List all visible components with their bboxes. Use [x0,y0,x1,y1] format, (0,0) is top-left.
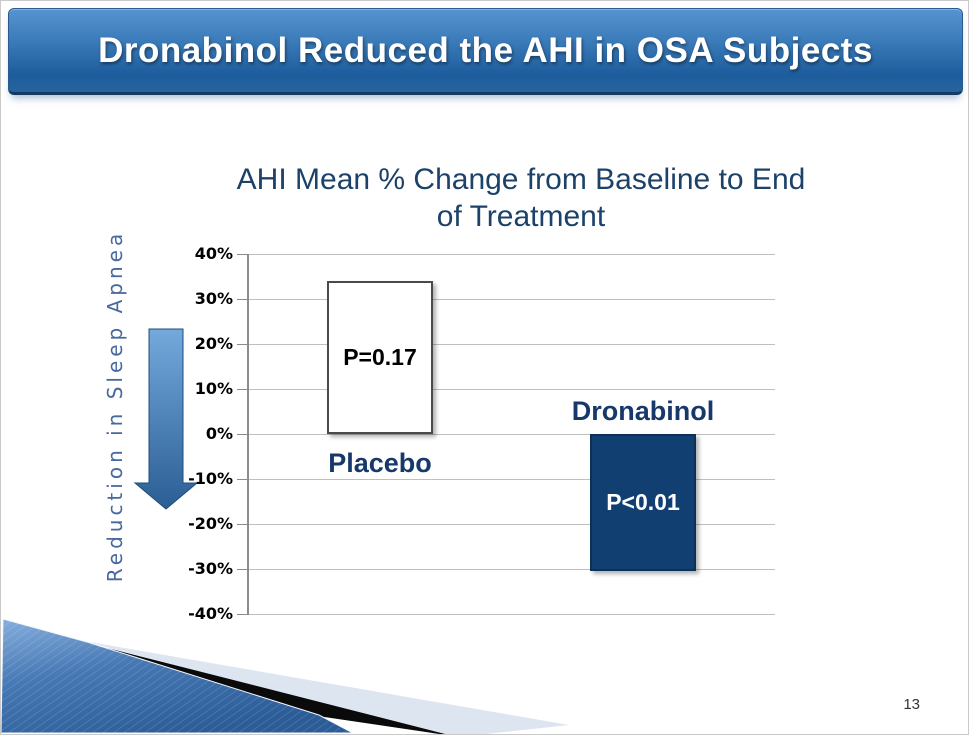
y-axis-tick-label: -20% [188,514,233,533]
page-number: 13 [903,696,920,713]
gridline [249,299,775,300]
chart-title: AHI Mean % Change from Baseline to End o… [201,161,841,235]
slide-title: Dronabinol Reduced the AHI in OSA Subjec… [98,30,873,70]
footer-black-stripe [84,642,446,734]
p-value-label-placebo: P=0.17 [343,344,417,370]
y-axis-tick-label: 20% [194,334,233,353]
y-axis-tick [237,524,249,525]
y-axis-tick [237,434,249,435]
category-label-placebo: Placebo [328,448,432,478]
gridline [249,254,775,255]
chart-title-line2: of Treatment [436,200,606,233]
footer-pale-stripe [84,641,569,734]
y-axis-tick-label: -30% [188,559,233,578]
y-axis-tick-label: 30% [194,289,233,308]
y-axis-tick [237,389,249,390]
y-axis-tick [237,254,249,255]
gridline [249,569,775,570]
chart-title-line1: AHI Mean % Change from Baseline to End [236,163,806,196]
bar-placebo: P=0.17 [327,281,433,434]
y-axis-tick [237,344,249,345]
p-value-label-dronabinol: P<0.01 [606,489,680,516]
y-axis-tick [237,479,249,480]
down-arrow-icon [133,328,199,510]
y-axis-tick [237,614,249,615]
y-axis-tick-label: 10% [194,379,233,398]
bar-dronabinol: P<0.01 [590,434,696,572]
y-axis-tick-label: -40% [188,604,233,623]
gridline [249,614,775,615]
category-label-dronabinol: Dronabinol [571,396,715,426]
footer-decoration [1,618,569,734]
gridline [249,434,775,435]
y-axis-tick-label: 40% [194,244,233,263]
gridline [249,344,775,345]
plot-area: 40% 30% 20% 10% 0% -10% -20% -30% -40% P=0.17 Plac… [188,244,775,623]
y-axis-tick [237,569,249,570]
slide-title-banner: Dronabinol Reduced the AHI in OSA Subjec… [8,8,963,95]
gridline [249,389,775,390]
y-axis-tick-label: -10% [188,469,233,488]
y-axis-tick [237,299,249,300]
gridline [249,524,775,525]
gridline [249,479,775,480]
y-axis-tick-label: 0% [205,424,233,443]
